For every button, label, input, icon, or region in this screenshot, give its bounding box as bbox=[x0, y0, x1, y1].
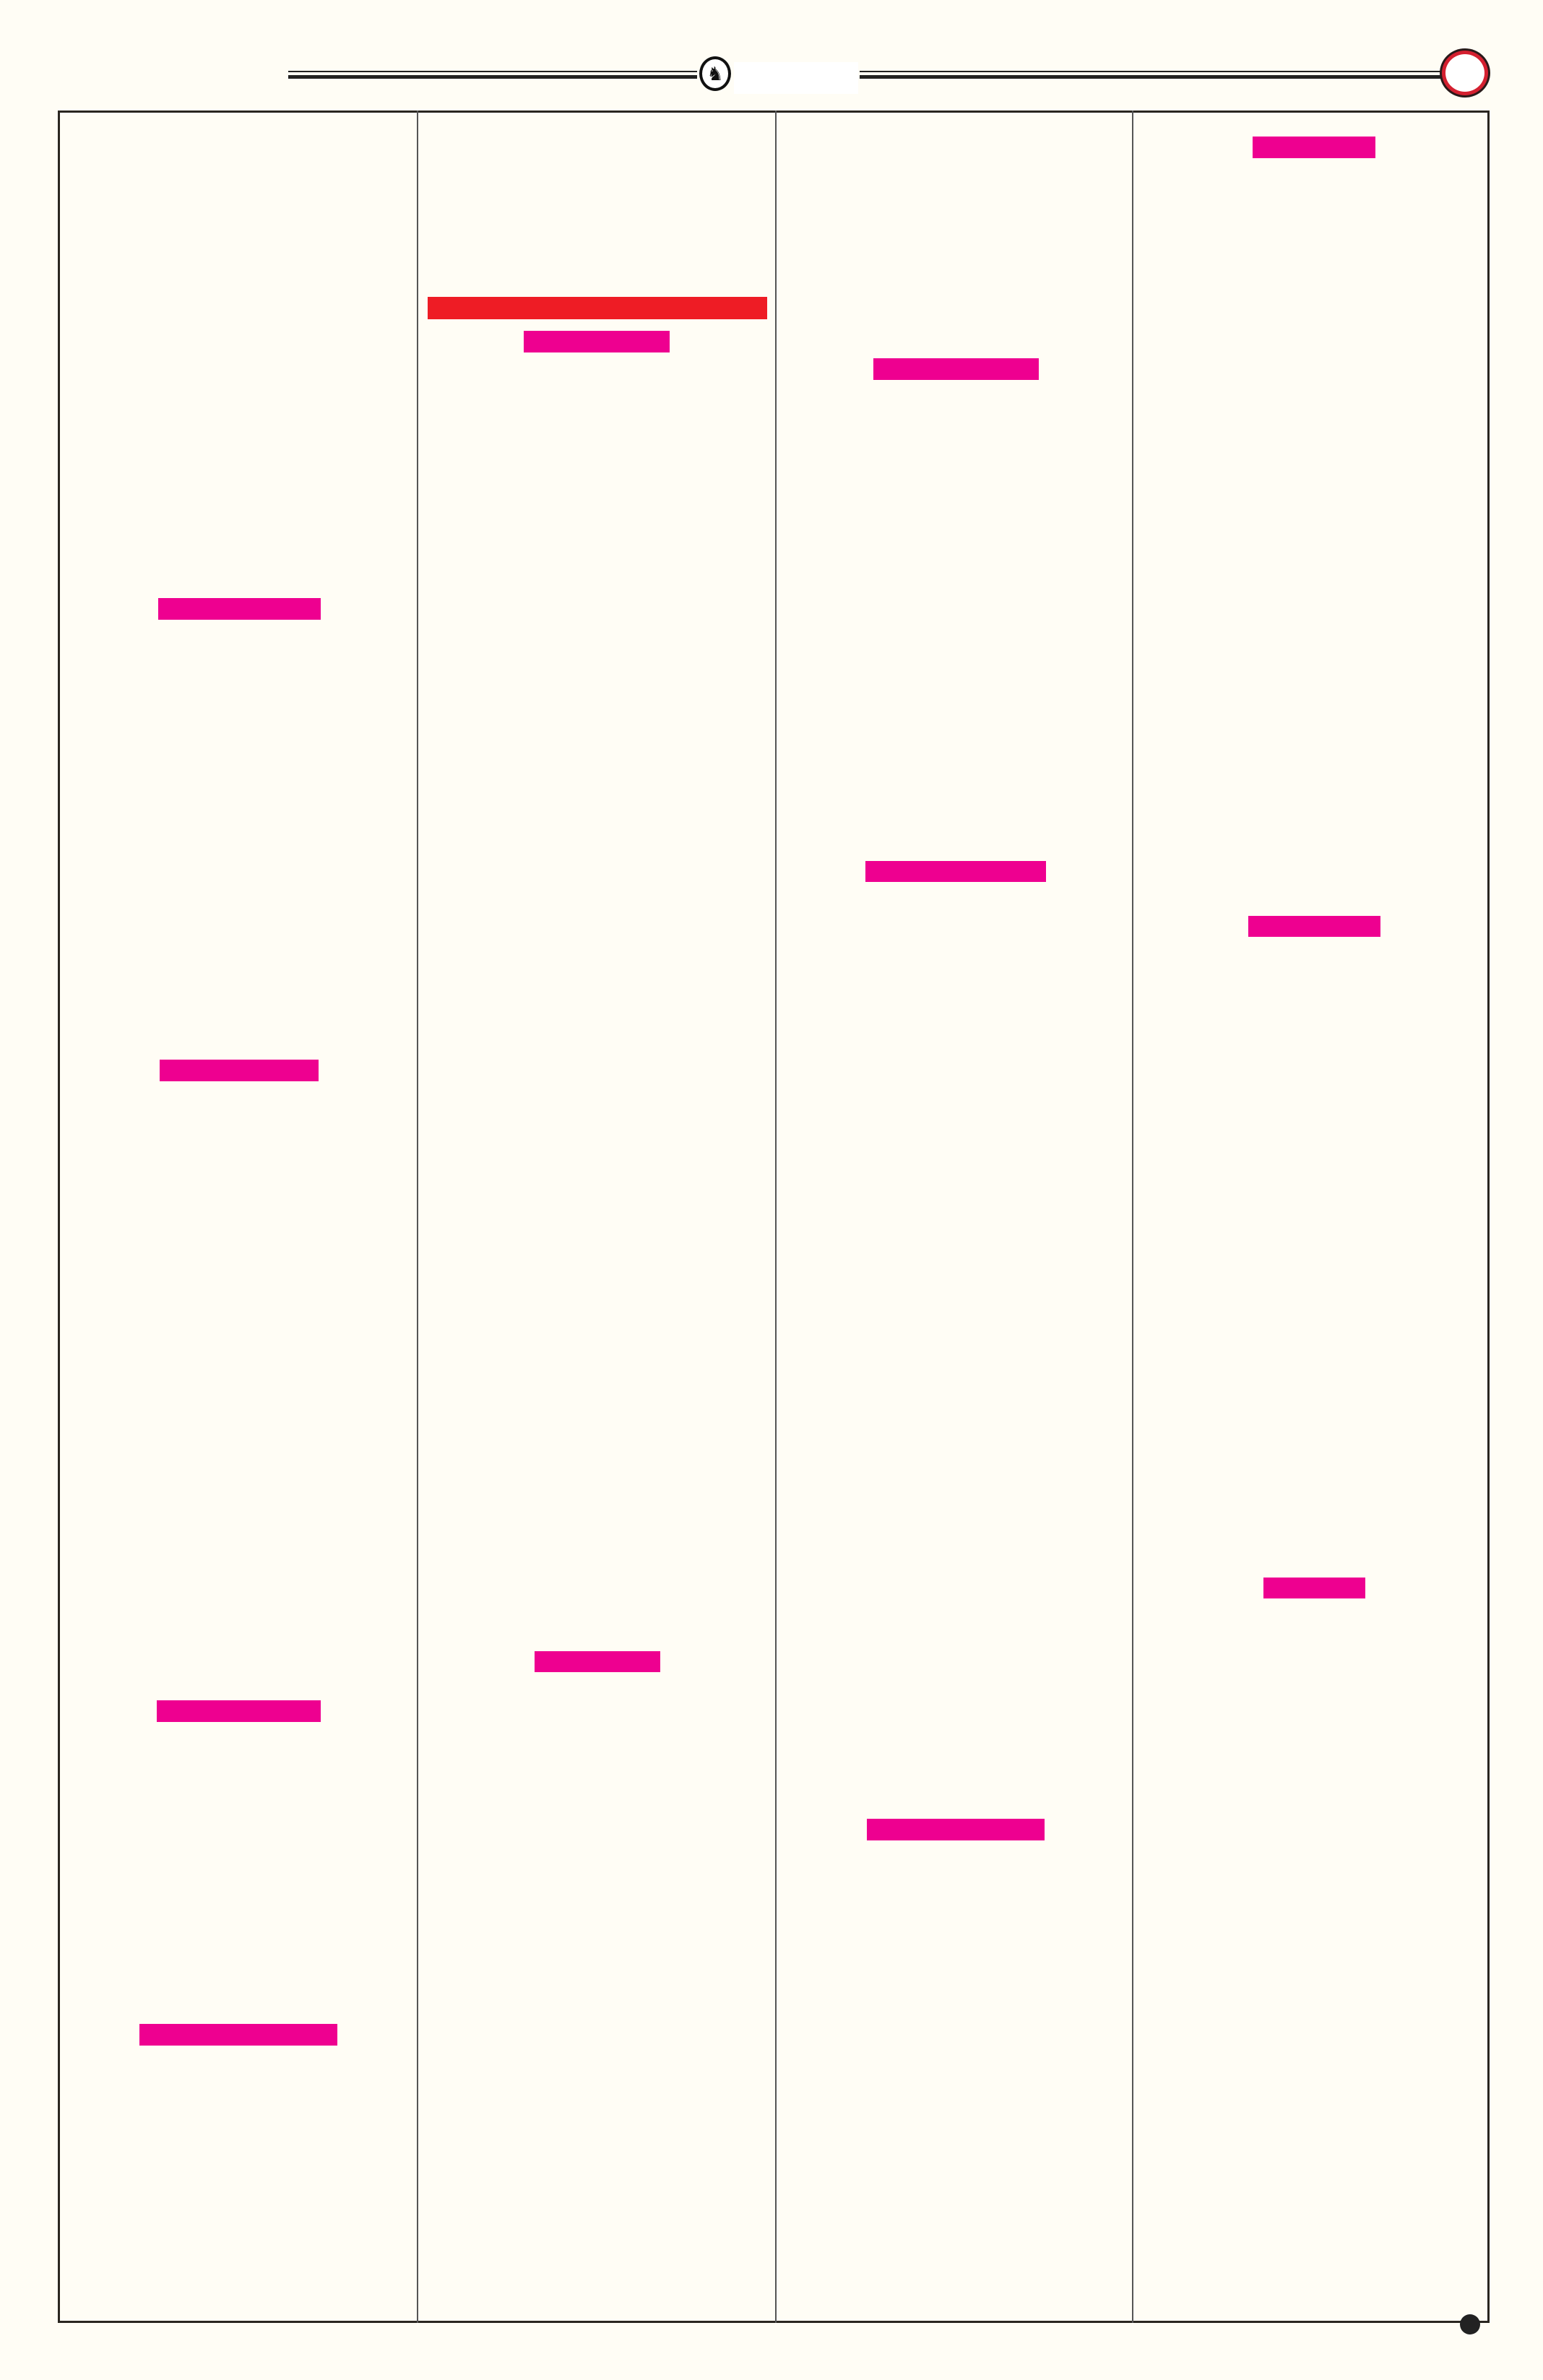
column-divider bbox=[775, 111, 777, 2323]
redaction-block bbox=[1248, 916, 1380, 937]
redaction-block bbox=[865, 861, 1046, 882]
horse-emblem-icon: ♞ bbox=[699, 56, 731, 91]
redaction-heading-block bbox=[428, 297, 767, 319]
redaction-block bbox=[873, 358, 1039, 380]
redaction-block bbox=[867, 1819, 1045, 1840]
redaction-block bbox=[157, 1700, 321, 1722]
header-rule-left bbox=[288, 71, 697, 79]
circle-icon bbox=[1442, 51, 1488, 95]
redaction-block bbox=[139, 2024, 337, 2046]
redaction-block bbox=[160, 1060, 319, 1081]
header-rule-right bbox=[860, 71, 1443, 79]
column-divider bbox=[1132, 111, 1133, 2323]
redaction-block bbox=[1263, 1578, 1365, 1598]
redaction-block bbox=[158, 598, 321, 620]
redaction-block bbox=[535, 1651, 660, 1672]
page-frame bbox=[58, 111, 1490, 2323]
redaction-block bbox=[1253, 137, 1375, 158]
column-divider bbox=[417, 111, 418, 2323]
dot-icon bbox=[1460, 2314, 1480, 2334]
header-title-area bbox=[734, 62, 858, 94]
redaction-block bbox=[524, 331, 670, 352]
